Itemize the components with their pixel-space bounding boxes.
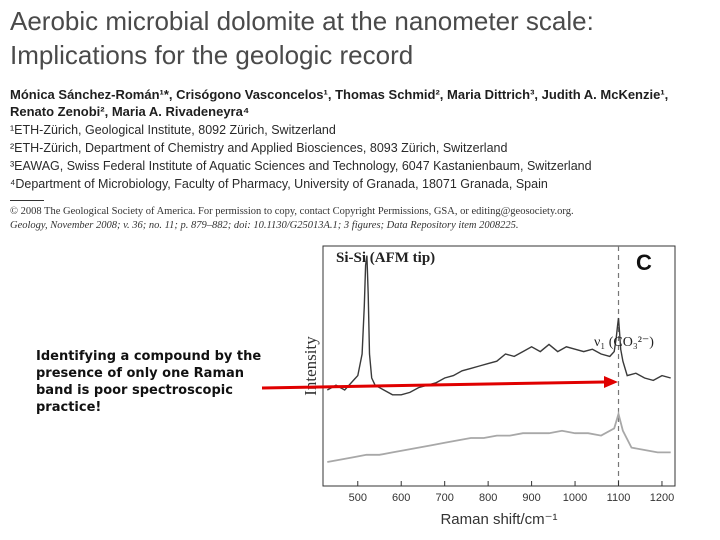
- x-tick-label: 900: [522, 492, 540, 504]
- inset-label: Si-Si (AFM tip): [336, 250, 435, 266]
- raman-spectrum-chart: 500 600 700 800 900 1000 1100 1200 Si-Si (AFM t…: [301, 245, 676, 528]
- copyright-line1: © 2008 The Geological Society of America…: [10, 206, 574, 217]
- x-tick-label: 700: [435, 492, 453, 504]
- x-tick-label: 800: [479, 492, 497, 504]
- spectrum-line-1: [326, 255, 671, 396]
- affiliation-3: ³EAWAG, Swiss Federal Institute of Aquat…: [10, 159, 592, 173]
- authors-line2: Renato Zenobi², Maria A. Rivadeneyra⁴: [10, 104, 250, 119]
- x-tick-label: 1200: [650, 492, 674, 504]
- tick-layer: 500 600 700 800 900 1000 1100 1200: [349, 481, 674, 504]
- x-tick-label: 600: [392, 492, 410, 504]
- annotation-note: Identifying a compound by the presence o…: [36, 349, 262, 415]
- spectrum-line-2: [327, 410, 671, 463]
- authors-line1: Mónica Sánchez-Román¹*, Crisógono Vascon…: [10, 87, 669, 102]
- separator-rule: [10, 200, 44, 201]
- affiliation-4: ⁴Department of Microbiology, Faculty of …: [10, 177, 548, 191]
- x-tick-label: 500: [349, 492, 367, 504]
- plot-frame: [322, 245, 676, 487]
- affiliation-2: ²ETH-Zürich, Department of Chemistry and…: [10, 141, 508, 155]
- y-axis-label: Intensity: [301, 336, 320, 396]
- x-tick-label: 1000: [563, 492, 587, 504]
- paper-title-line1: Aerobic microbial dolomite at the nanome…: [10, 6, 594, 36]
- annotation-arrow: [261, 380, 605, 390]
- panel-label: C: [636, 250, 652, 275]
- x-axis-label: Raman shift/cm⁻¹: [440, 511, 557, 528]
- copyright-line2: Geology, November 2008; v. 36; no. 11; p…: [10, 220, 519, 231]
- annotation-arrow-head: [604, 376, 618, 388]
- series-layer: [326, 255, 671, 463]
- paper-title-line2: Implications for the geologic record: [10, 40, 414, 70]
- peak-label: ν₁ (CO₃²⁻): [594, 335, 654, 350]
- affiliation-1: ¹ETH-Zürich, Geological Institute, 8092 …: [10, 123, 336, 137]
- x-tick-label: 1100: [607, 492, 631, 504]
